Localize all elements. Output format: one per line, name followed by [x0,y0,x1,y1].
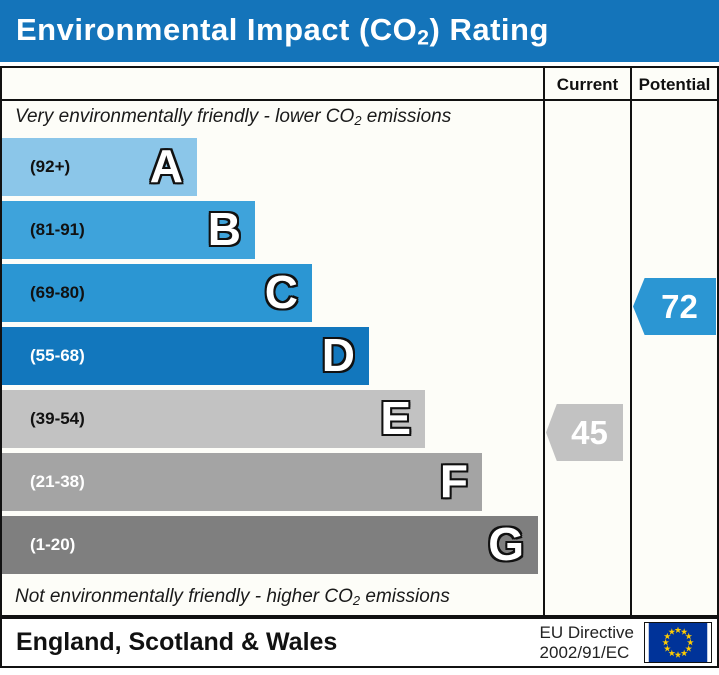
current-rating-value: 45 [571,413,608,451]
band-bar: (1-20) G [2,516,538,574]
eu-directive-label: EU Directive 2002/91/EC [540,623,634,663]
band-range-label: (21-38) [30,472,85,491]
title-bar: Environmental Impact (CO2) Rating [0,0,719,62]
band-letter: G [488,518,524,570]
scale-note-top: Very environmentally friendly - lower CO… [15,106,452,128]
header-divider [2,99,717,101]
current-rating-arrow: 45 [546,404,623,461]
band-bar: (92+) A [2,138,197,196]
band-range-label: (39-54) [30,409,85,428]
band-bar: (69-80) C [2,264,312,322]
band-letter: A [149,140,183,192]
potential-rating-arrow: 72 [633,278,716,335]
band-letter: D [321,329,355,381]
band-letter: C [264,266,298,318]
page-title: Environmental Impact (CO2) Rating [16,11,549,50]
band-bar: (55-68) D [2,327,369,385]
footer-bar: England, Scotland & Wales EU Directive 2… [0,617,719,668]
band-range-label: (1-20) [30,535,76,554]
band-bar: (21-38) F [2,453,482,511]
column-divider-current [543,68,545,615]
band-letter: E [380,392,411,444]
band-range-label: (55-68) [30,346,85,365]
current-column-header: Current [556,75,619,94]
scale-note-bottom: Not environmentally friendly - higher CO… [15,586,450,608]
band-letter: B [207,203,241,255]
eu-flag-icon [644,622,712,663]
co2-subscript: 2 [417,26,430,50]
potential-column-header: Potential [638,75,711,94]
band-range-label: (92+) [30,157,71,176]
potential-rating-value: 72 [661,287,698,325]
band-range-label: (81-91) [30,220,85,239]
eu-directive-line2: 2002/91/EC [539,642,630,662]
band-letter: F [439,455,468,507]
band-bar: (81-91) B [2,201,255,259]
eu-directive-line1: EU Directive [539,622,634,642]
column-divider-potential [630,68,632,615]
region-label: England, Scotland & Wales [16,628,338,656]
band-range-label: (69-80) [30,283,85,302]
band-bar: (39-54) E [2,390,425,448]
